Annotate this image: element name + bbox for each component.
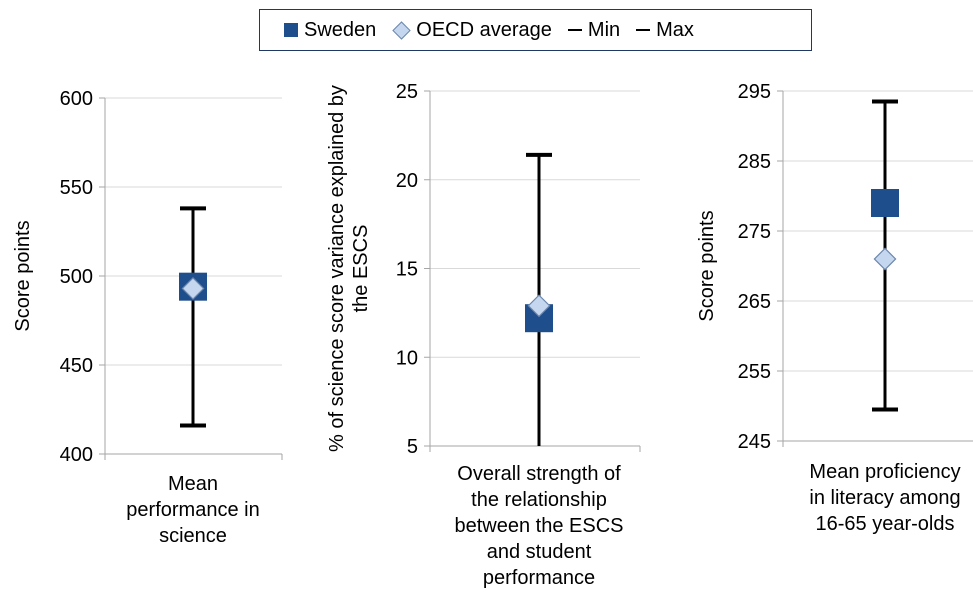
legend-sweden-marker <box>284 23 298 37</box>
y-tick-label: 245 <box>738 431 771 453</box>
x-category-label: Mean proficiency in literacy among 16-65 y… <box>809 461 960 535</box>
legend-max-marker <box>636 29 651 31</box>
oecd-average-marker <box>873 247 897 271</box>
chart-panel-2: 5 10 15 20 25 % of science score variance exp… <box>326 81 641 589</box>
legend-min-label: Min <box>587 18 621 41</box>
y-axis-label-line: the ESCS <box>350 225 372 313</box>
oecd-average-marker <box>527 294 551 318</box>
chart-panel-3: 245 255 265 275 285 295 Score points Mean profi… <box>696 81 973 535</box>
y-axis-label-line: Score points <box>12 220 34 331</box>
y-tick-label: 500 <box>60 266 93 288</box>
y-tick-label: 285 <box>738 151 771 173</box>
y-tick-label: 255 <box>738 361 771 383</box>
chart-legend: Sweden OECD average Min Max <box>259 9 812 51</box>
x-category-label-line: and student <box>487 541 592 563</box>
x-category-label-line: in literacy among <box>809 487 960 509</box>
y-axis-label: Score points <box>12 220 34 331</box>
x-category-label-line: Overall strength of <box>457 463 621 485</box>
x-category-label-line: Mean proficiency <box>809 461 960 483</box>
x-category-label-line: performance <box>483 567 595 589</box>
x-category-label-line: performance in <box>126 499 259 521</box>
oecd-average-marker <box>181 277 205 300</box>
x-category-label-line: 16-65 year-olds <box>816 513 955 535</box>
legend-oecd-label: OECD average <box>416 18 552 41</box>
y-axis-label: % of science score variance explained by… <box>326 85 372 452</box>
chart-panel-1: 400 450 500 550 600 Score points Mean performan… <box>12 88 283 547</box>
legend-max-label: Max <box>656 18 694 41</box>
y-tick-label: 400 <box>60 444 93 466</box>
y-tick-label: 450 <box>60 355 93 377</box>
sweden-marker <box>871 189 899 217</box>
y-tick-label: 295 <box>738 81 771 103</box>
y-tick-label: 25 <box>396 81 418 103</box>
y-axis-label: Score points <box>696 210 718 321</box>
y-tick-label: 600 <box>60 88 93 110</box>
legend-sweden-label: Sweden <box>304 18 377 41</box>
y-axis-label-line: Score points <box>696 210 718 321</box>
y-tick-label: 275 <box>738 221 771 243</box>
x-category-label-line: between the ESCS <box>455 515 624 537</box>
y-tick-label: 550 <box>60 177 93 199</box>
legend-item-sweden: Sweden <box>284 19 376 42</box>
x-category-label: Mean performance in science <box>126 473 259 547</box>
legend-item-max: Max <box>636 19 694 42</box>
y-tick-label: 15 <box>396 259 418 281</box>
y-axis-label-line: % of science score variance explained by <box>326 85 348 452</box>
x-category-label-line: Mean <box>168 473 218 495</box>
legend-min-marker <box>567 29 582 31</box>
x-category-label-line: science <box>159 525 227 547</box>
x-category-label-line: the relationship <box>471 489 607 511</box>
y-tick-label: 10 <box>396 347 418 369</box>
legend-item-oecd: OECD average <box>392 19 552 42</box>
legend-item-min: Min <box>567 18 621 42</box>
x-category-label: Overall strength of the relationship betwe… <box>455 463 624 589</box>
y-tick-label: 20 <box>396 170 418 192</box>
y-tick-label: 265 <box>738 291 771 313</box>
y-tick-label: 5 <box>407 436 418 458</box>
